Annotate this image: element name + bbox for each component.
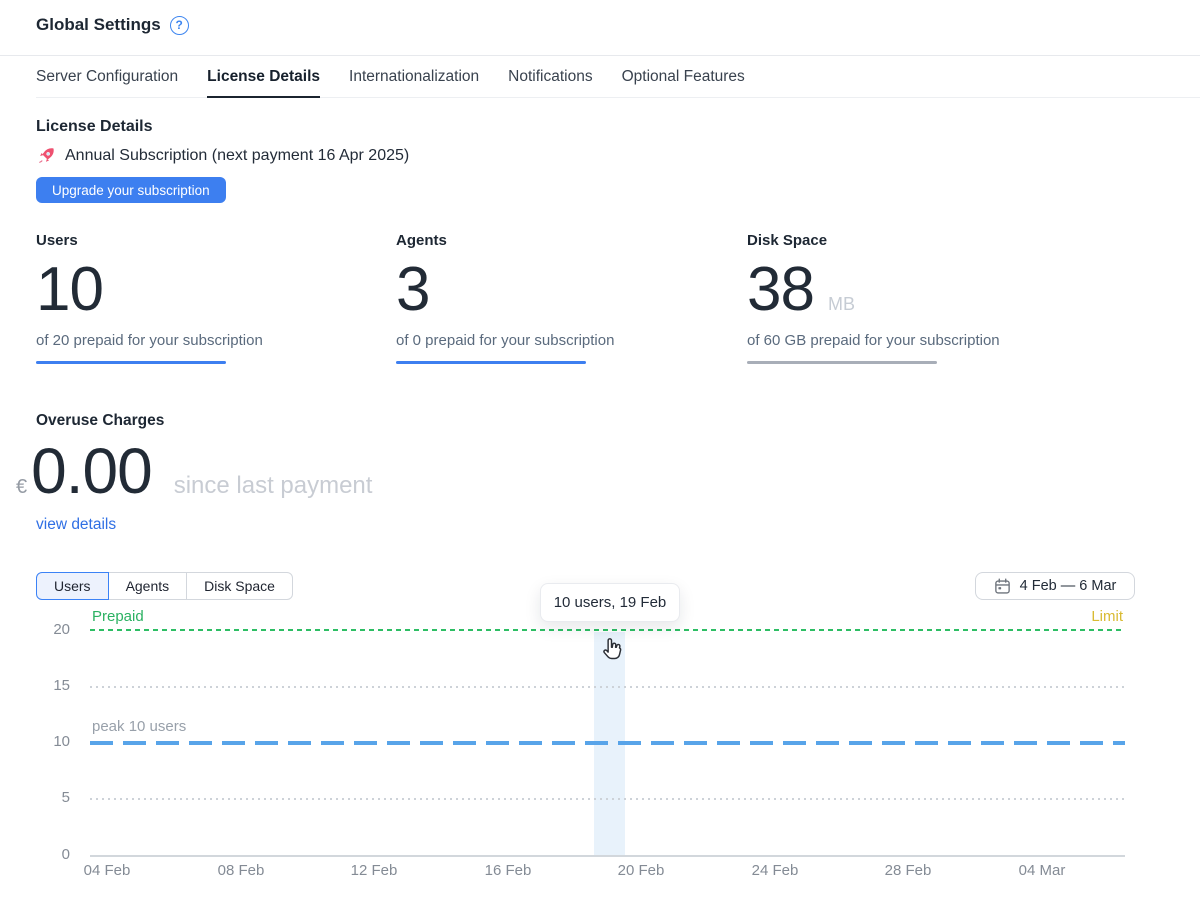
x-tick-04mar: 04 Mar — [997, 862, 1087, 879]
view-details-link[interactable]: view details — [36, 516, 116, 534]
stat-agents-progress-bar — [396, 361, 586, 364]
gridline-15 — [90, 686, 1125, 688]
stat-users-label: Users — [36, 232, 366, 249]
y-tick-20: 20 — [30, 621, 70, 638]
page-title: Global Settings — [36, 15, 161, 35]
page-header: Global Settings ? — [36, 15, 189, 35]
stat-users: Users 10 of 20 prepaid for your subscrip… — [36, 232, 366, 364]
gridline-5 — [90, 798, 1125, 800]
global-settings-page: Global Settings ? Server Configuration L… — [0, 0, 1200, 912]
subscription-line: Annual Subscription (next payment 16 Apr… — [36, 146, 409, 166]
stat-agents-label: Agents — [396, 232, 726, 249]
x-tick-04feb: 04 Feb — [62, 862, 152, 879]
y-tick-15: 15 — [30, 677, 70, 694]
toggle-disk-space[interactable]: Disk Space — [186, 572, 293, 600]
overuse-amount-row: € 0.00 since last payment — [16, 438, 372, 505]
x-tick-12feb: 12 Feb — [329, 862, 419, 879]
tab-optional-features[interactable]: Optional Features — [622, 56, 745, 98]
rocket-icon — [36, 146, 56, 166]
stat-users-progress-bar — [36, 361, 226, 364]
prepaid-limit-line — [90, 629, 1125, 631]
peak-annotation: peak 10 users — [92, 718, 186, 735]
users-series-line[interactable] — [90, 741, 1125, 745]
stat-users-value: 10 — [36, 257, 103, 323]
stat-disk-space: Disk Space 38 MB of 60 GB prepaid for yo… — [747, 232, 1077, 364]
hand-cursor-icon — [598, 636, 625, 663]
tab-notifications[interactable]: Notifications — [508, 56, 592, 98]
stat-agents: Agents 3 of 0 prepaid for your subscript… — [396, 232, 726, 364]
calendar-icon — [994, 578, 1011, 595]
overuse-amount: 0.00 — [31, 438, 152, 505]
stat-agents-value: 3 — [396, 257, 429, 323]
tab-server-configuration[interactable]: Server Configuration — [36, 56, 178, 98]
x-tick-08feb: 08 Feb — [196, 862, 286, 879]
x-tick-20feb: 20 Feb — [596, 862, 686, 879]
overuse-charges-heading: Overuse Charges — [36, 412, 164, 430]
x-axis-line — [90, 855, 1125, 857]
help-icon[interactable]: ? — [170, 16, 189, 35]
currency-symbol: € — [16, 476, 27, 499]
license-details-heading: License Details — [36, 118, 153, 136]
stat-agents-value-row: 3 — [396, 257, 726, 323]
stat-disk-progress-bar — [747, 361, 937, 364]
stat-disk-value-row: 38 MB — [747, 257, 1077, 323]
stat-users-subtext: of 20 prepaid for your subscription — [36, 332, 366, 349]
tab-license-details[interactable]: License Details — [207, 56, 320, 98]
subscription-text: Annual Subscription (next payment 16 Apr… — [65, 147, 409, 165]
y-tick-0: 0 — [30, 846, 70, 863]
stat-agents-subtext: of 0 prepaid for your subscription — [396, 332, 726, 349]
toggle-users[interactable]: Users — [36, 572, 109, 600]
chart-tooltip: 10 users, 19 Feb — [540, 583, 680, 622]
x-tick-24feb: 24 Feb — [730, 862, 820, 879]
date-range-label: 4 Feb — 6 Mar — [1020, 578, 1117, 594]
stat-disk-unit: MB — [828, 294, 855, 315]
date-range-picker[interactable]: 4 Feb — 6 Mar — [975, 572, 1135, 600]
x-tick-16feb: 16 Feb — [463, 862, 553, 879]
toggle-agents[interactable]: Agents — [108, 572, 188, 600]
y-tick-10: 10 — [30, 733, 70, 750]
settings-tabs: Server Configuration License Details Int… — [36, 56, 745, 98]
stat-disk-value: 38 — [747, 257, 814, 323]
overuse-caption: since last payment — [174, 472, 373, 500]
prepaid-line-label: Prepaid — [92, 608, 144, 625]
chart-series-toggle-group: Users Agents Disk Space — [36, 572, 293, 600]
tab-internationalization[interactable]: Internationalization — [349, 56, 479, 98]
stat-users-value-row: 10 — [36, 257, 366, 323]
y-tick-5: 5 — [30, 789, 70, 806]
stat-disk-subtext: of 60 GB prepaid for your subscription — [747, 332, 1077, 349]
x-tick-28feb: 28 Feb — [863, 862, 953, 879]
limit-line-label: Limit — [1063, 608, 1123, 625]
upgrade-subscription-button[interactable]: Upgrade your subscription — [36, 177, 226, 203]
stat-disk-label: Disk Space — [747, 232, 1077, 249]
